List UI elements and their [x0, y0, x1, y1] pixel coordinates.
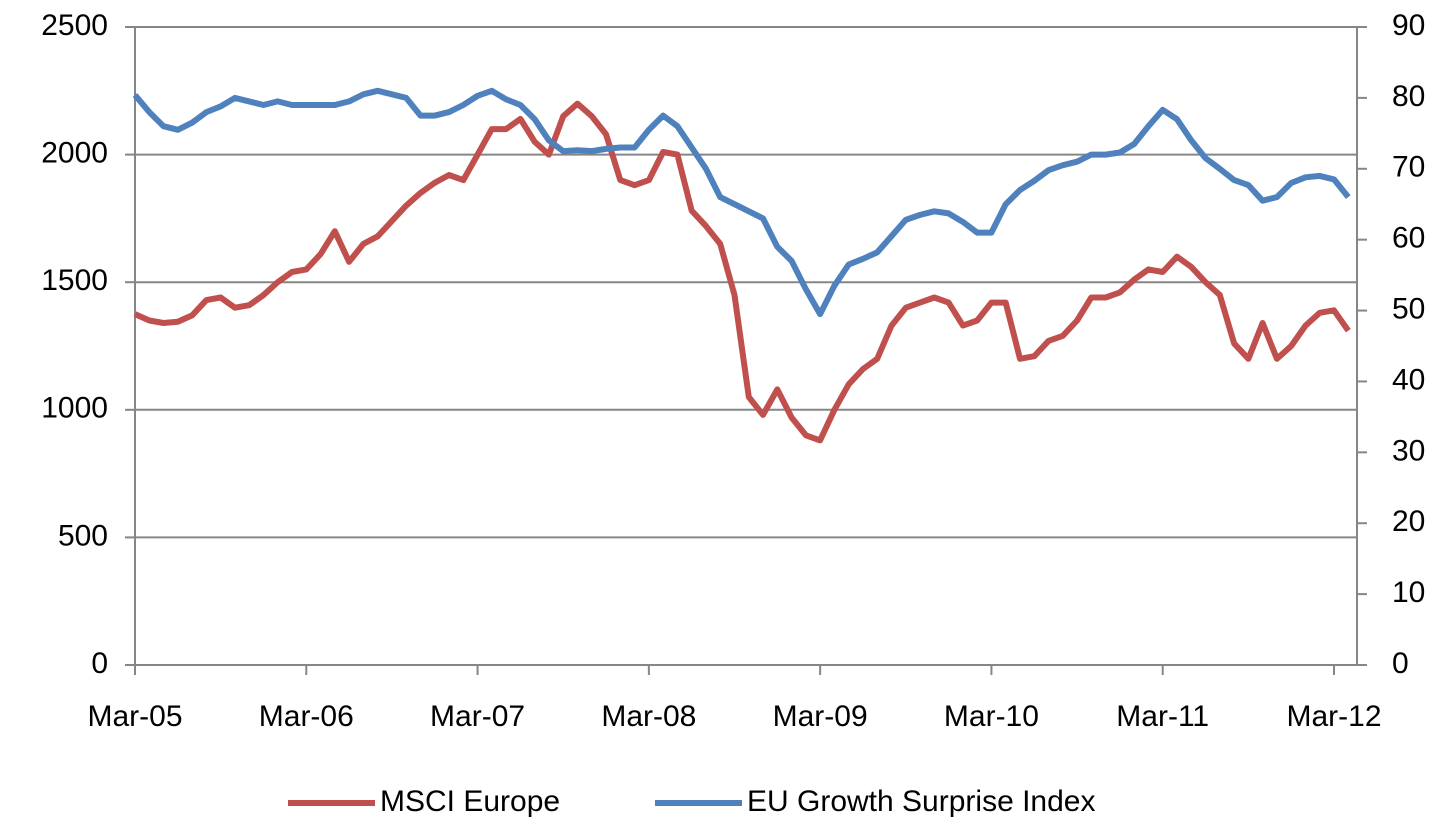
- y-tick-label: 1500: [41, 264, 108, 297]
- y-tick-label: 0: [91, 647, 108, 680]
- y-tick-label: 2000: [41, 137, 108, 170]
- y2-tick-label: 60: [1392, 222, 1425, 255]
- x-tick-label: Mar-10: [944, 700, 1039, 733]
- x-tick-label: Mar-05: [87, 700, 182, 733]
- y-tick-label: 500: [58, 519, 108, 552]
- y2-tick-label: 40: [1392, 363, 1425, 396]
- series-line: [132, 87, 1351, 318]
- legend-label: EU Growth Surprise Index: [747, 785, 1095, 818]
- y2-tick-label: 90: [1392, 9, 1425, 42]
- y2-tick-label: 30: [1392, 434, 1425, 467]
- x-tick-label: Mar-08: [601, 700, 696, 733]
- series-line: [133, 100, 1351, 444]
- x-tick-label: Mar-11: [1116, 700, 1209, 733]
- y2-tick-label: 80: [1392, 80, 1425, 113]
- y2-tick-label: 70: [1392, 151, 1425, 184]
- x-tick-label: Mar-12: [1286, 700, 1381, 733]
- y2-tick-label: 50: [1392, 292, 1425, 325]
- x-tick-label: Mar-06: [259, 700, 354, 733]
- x-tick-label: Mar-09: [773, 700, 868, 733]
- legend-label: MSCI Europe: [380, 785, 560, 818]
- y-tick-label: 2500: [41, 9, 108, 42]
- y2-tick-label: 0: [1392, 647, 1409, 680]
- x-tick-label: Mar-07: [430, 700, 525, 733]
- y2-tick-label: 20: [1392, 505, 1425, 538]
- y-tick-label: 1000: [41, 392, 108, 425]
- y2-tick-label: 10: [1392, 576, 1425, 609]
